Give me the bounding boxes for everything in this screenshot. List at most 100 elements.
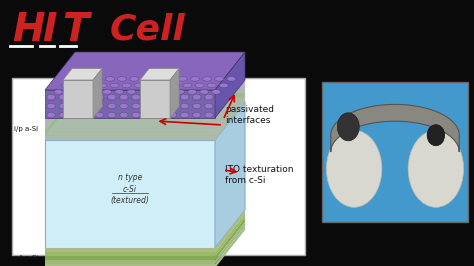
Text: T: T: [62, 11, 89, 49]
Ellipse shape: [78, 90, 87, 94]
Ellipse shape: [181, 94, 189, 100]
Ellipse shape: [73, 83, 82, 88]
Polygon shape: [215, 210, 245, 252]
Ellipse shape: [83, 96, 92, 101]
Ellipse shape: [131, 96, 140, 101]
Text: Cell: Cell: [110, 13, 186, 47]
Ellipse shape: [188, 90, 197, 94]
Ellipse shape: [205, 103, 213, 109]
Ellipse shape: [154, 77, 163, 81]
Text: i/p a-Si: i/p a-Si: [14, 126, 38, 132]
Ellipse shape: [108, 103, 116, 109]
Ellipse shape: [130, 77, 139, 81]
Ellipse shape: [168, 103, 177, 109]
Ellipse shape: [163, 90, 172, 94]
Ellipse shape: [192, 96, 201, 101]
Ellipse shape: [120, 94, 128, 100]
Polygon shape: [215, 214, 245, 256]
Bar: [45, 122, 215, 127]
Ellipse shape: [62, 83, 71, 88]
Polygon shape: [45, 89, 245, 127]
Ellipse shape: [142, 77, 151, 81]
Ellipse shape: [168, 94, 177, 100]
Ellipse shape: [118, 77, 127, 81]
Bar: [45, 256, 215, 260]
Ellipse shape: [132, 112, 140, 118]
Ellipse shape: [337, 113, 359, 141]
Ellipse shape: [144, 96, 153, 101]
Ellipse shape: [181, 112, 189, 118]
Ellipse shape: [95, 112, 104, 118]
Bar: [45, 264, 215, 266]
Ellipse shape: [146, 83, 155, 88]
Bar: [45, 140, 215, 248]
Ellipse shape: [134, 83, 143, 88]
Ellipse shape: [132, 94, 140, 100]
Ellipse shape: [180, 96, 189, 101]
Ellipse shape: [83, 103, 91, 109]
Ellipse shape: [102, 90, 111, 94]
Bar: [45, 248, 215, 252]
Ellipse shape: [202, 77, 211, 81]
Ellipse shape: [192, 103, 201, 109]
Ellipse shape: [168, 112, 177, 118]
Polygon shape: [331, 105, 459, 152]
Ellipse shape: [227, 77, 236, 81]
Ellipse shape: [175, 90, 184, 94]
Ellipse shape: [144, 103, 153, 109]
Polygon shape: [63, 69, 102, 80]
Ellipse shape: [119, 96, 128, 101]
Ellipse shape: [107, 96, 116, 101]
Polygon shape: [215, 52, 245, 118]
Ellipse shape: [127, 90, 136, 94]
Ellipse shape: [98, 83, 107, 88]
Text: n/i a-Si: n/i a-Si: [14, 255, 38, 261]
Ellipse shape: [144, 112, 153, 118]
Ellipse shape: [95, 103, 104, 109]
Polygon shape: [45, 102, 245, 140]
Bar: [45, 260, 215, 264]
Ellipse shape: [156, 94, 164, 100]
Bar: [140, 80, 170, 118]
Ellipse shape: [156, 96, 165, 101]
Ellipse shape: [59, 94, 67, 100]
Ellipse shape: [47, 103, 55, 109]
Ellipse shape: [204, 96, 213, 101]
Ellipse shape: [71, 96, 80, 101]
Ellipse shape: [108, 112, 116, 118]
Text: H: H: [12, 11, 45, 49]
Ellipse shape: [108, 94, 116, 100]
Ellipse shape: [408, 130, 464, 207]
Ellipse shape: [46, 96, 55, 101]
Polygon shape: [215, 80, 245, 122]
Ellipse shape: [122, 83, 131, 88]
Ellipse shape: [95, 96, 104, 101]
Bar: [45, 90, 215, 118]
Ellipse shape: [69, 77, 78, 81]
Ellipse shape: [200, 90, 209, 94]
Polygon shape: [215, 93, 245, 136]
Bar: [45, 252, 215, 256]
Polygon shape: [45, 80, 245, 118]
Ellipse shape: [159, 83, 168, 88]
Polygon shape: [45, 52, 245, 90]
Polygon shape: [170, 69, 179, 118]
Polygon shape: [45, 93, 245, 131]
Ellipse shape: [59, 103, 67, 109]
Ellipse shape: [47, 112, 55, 118]
Ellipse shape: [83, 94, 91, 100]
Ellipse shape: [59, 112, 67, 118]
Ellipse shape: [71, 94, 80, 100]
Polygon shape: [215, 226, 245, 266]
Ellipse shape: [168, 96, 177, 101]
Ellipse shape: [205, 112, 213, 118]
Ellipse shape: [156, 112, 164, 118]
Ellipse shape: [132, 103, 140, 109]
Bar: [45, 136, 215, 140]
Ellipse shape: [144, 94, 153, 100]
Ellipse shape: [181, 103, 189, 109]
Ellipse shape: [151, 90, 160, 94]
Polygon shape: [215, 218, 245, 260]
Ellipse shape: [192, 112, 201, 118]
Ellipse shape: [110, 83, 119, 88]
